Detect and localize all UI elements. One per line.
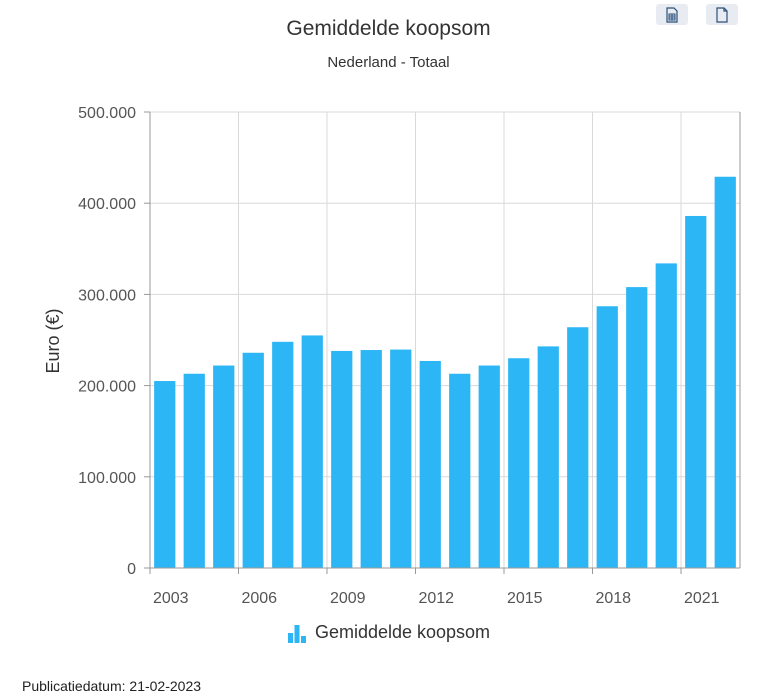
publication-date-value: 21-02-2023: [129, 678, 202, 694]
bar-2010[interactable]: 2010: 239000: [360, 350, 382, 568]
bar-2018[interactable]: 2018: 287000: [596, 306, 618, 568]
y-tick-label: 400.000: [78, 196, 136, 213]
bar-2003[interactable]: 2003: 205000: [154, 381, 176, 568]
x-tick-label: 2009: [330, 590, 366, 607]
y-tick-labels: 0 100.000 200.000 300.000 400.000 500.000: [78, 105, 136, 578]
axes: [144, 111, 741, 574]
x-tick-label: 2006: [241, 590, 277, 607]
bar-2013[interactable]: 2013: 213000: [449, 373, 471, 568]
bar-2017[interactable]: 2017: 264000: [567, 327, 589, 568]
grid-lines: [150, 111, 740, 569]
x-tick-label: 2021: [684, 590, 720, 607]
document-icon: [716, 6, 728, 23]
bar-2021[interactable]: 2021: 386000: [685, 215, 707, 568]
y-tick-label: 200.000: [78, 379, 136, 396]
bar-2009[interactable]: 2009: 238000: [331, 350, 353, 568]
export-document-button[interactable]: [706, 4, 738, 25]
bar-chart: 2003: 205000 2004: 213000 2005: 222000 2006…: [43, 105, 741, 607]
bar-2020[interactable]: 2020: 334000: [655, 263, 677, 568]
publication-date: Publicatiedatum: 21-02-2023: [22, 678, 201, 694]
bar-2005[interactable]: 2005: 222000: [213, 365, 235, 568]
publication-date-label: Publicatiedatum:: [22, 678, 126, 694]
bar-2016[interactable]: 2016: 243000: [537, 346, 559, 568]
table-icon: [666, 6, 678, 23]
x-tick-label: 2015: [507, 590, 543, 607]
y-tick-label: 0: [127, 561, 136, 578]
legend-label: Gemiddelde koopsom: [314, 622, 491, 642]
bar-2006[interactable]: 2006: 236000: [242, 352, 264, 568]
export-table-button[interactable]: [656, 4, 688, 25]
bar-2004[interactable]: 2004: 213000: [183, 373, 205, 568]
y-axis-label: Euro (€): [43, 308, 63, 373]
bar-2012[interactable]: 2012: 227000: [419, 360, 441, 568]
legend-item[interactable]: Gemiddelde koopsom: [0, 622, 777, 643]
x-tick-label: 2003: [153, 590, 189, 607]
chart-title: Gemiddelde koopsom: [286, 17, 491, 40]
y-tick-label: 300.000: [78, 287, 136, 304]
bar-series: 2003: 205000 2004: 213000 2005: 222000 2006…: [154, 176, 736, 568]
x-tick-label: 2012: [418, 590, 454, 607]
chart-subtitle: Nederland - Totaal: [327, 54, 450, 71]
bar-2014[interactable]: 2014: 222000: [478, 365, 500, 568]
x-tick-label: 2018: [595, 590, 631, 607]
bar-chart-icon: [287, 624, 306, 643]
bar-2022[interactable]: 2022: 429000: [714, 176, 736, 568]
bar-2011[interactable]: 2011: 239500: [390, 349, 412, 568]
y-tick-label: 500.000: [78, 105, 136, 122]
bar-2019[interactable]: 2019: 308000: [626, 287, 648, 568]
bar-2008[interactable]: 2008: 255000: [301, 335, 323, 568]
bar-2007[interactable]: 2007: 248000: [272, 341, 294, 568]
y-tick-label: 100.000: [78, 470, 136, 487]
bar-2015[interactable]: 2015: 230000: [508, 358, 530, 568]
x-tick-labels: 2003 2006 2009 2012 2015 2018 2021: [153, 590, 720, 607]
